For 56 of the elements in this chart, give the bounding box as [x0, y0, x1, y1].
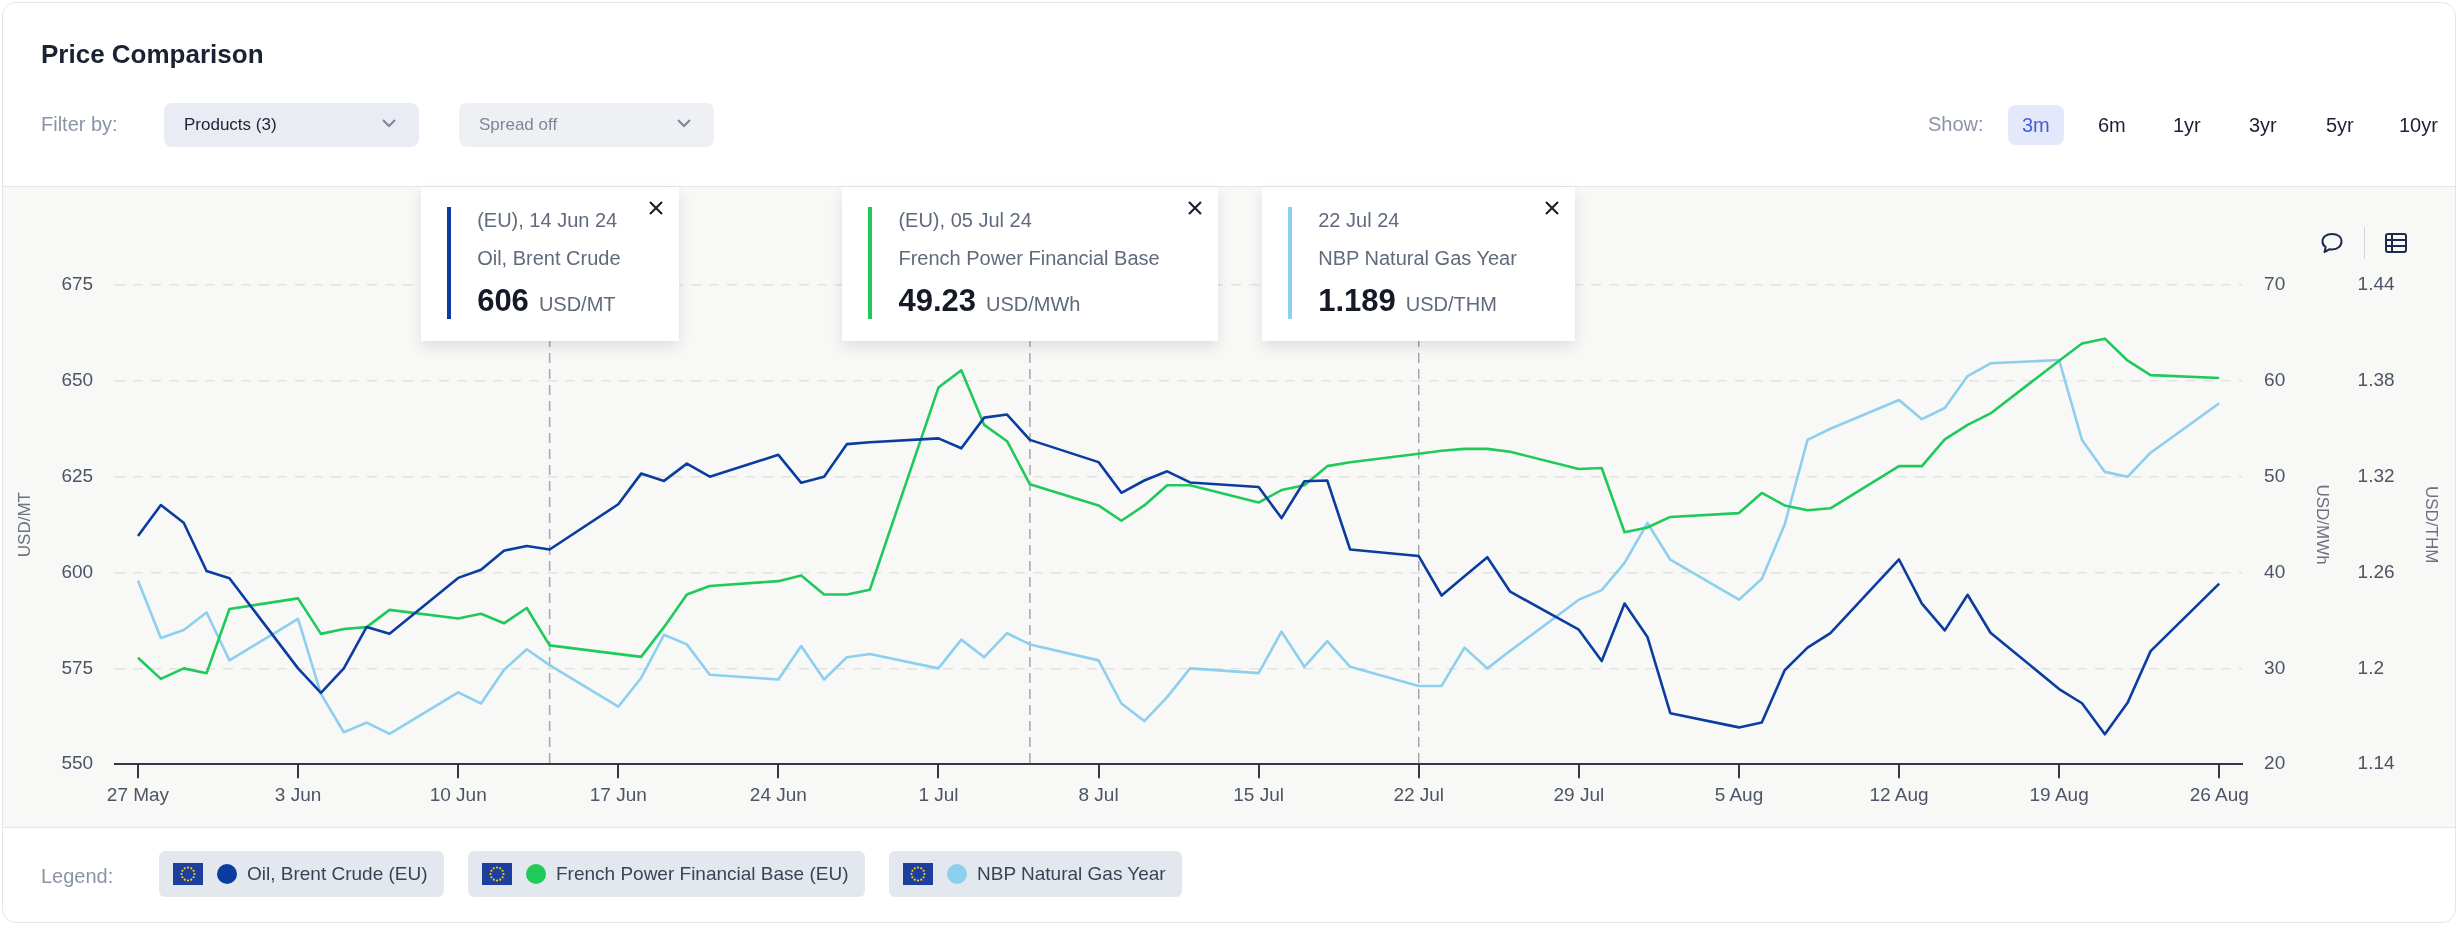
y2-tick-label: 20 [2264, 752, 2286, 774]
ref-line-label: (EU), 05 Jul 24 French Power Financial Base 49.23 USD/MWh [898, 208, 1160, 318]
y3-axis-title: USD/THM [2422, 485, 2442, 564]
y2-axis-title: USD/MWh [2312, 484, 2332, 565]
x-tick-label: 24 Jun [749, 783, 807, 805]
y3-tick-label: 1.14 [2357, 752, 2396, 774]
x-tick-label: 27 May [106, 783, 170, 805]
text: Show: [1928, 113, 1984, 136]
text: 3m [2008, 105, 2064, 145]
x-tick-label: 26 Aug [2189, 783, 2249, 805]
y-tick-label: 600 [61, 560, 94, 582]
y3-tick-label: 1.2 [2357, 656, 2385, 678]
y-axis-title: USD/MT [14, 492, 34, 558]
x-tick-label: 15 Jul [1233, 783, 1284, 805]
y2-tick-label: 60 [2264, 369, 2286, 391]
text: 3yr [2248, 112, 2278, 138]
x-tick-label: 8 Jul [1078, 783, 1119, 805]
x-tick-label: 17 Jun [589, 783, 647, 805]
text: 6m [2097, 112, 2127, 138]
x-tick-label: 12 Aug [1869, 783, 1929, 805]
tooltip-card: (EU), 05 Jul 24 French Power Financial Base 49.23 USD/MWh [842, 187, 1218, 341]
legend-label: Oil, Brent Crude (EU) [247, 863, 428, 885]
y3-tick-label: 1.26 [2357, 560, 2395, 582]
text: Products (3) [184, 115, 277, 135]
text: Legend: [41, 865, 114, 888]
legend-label: French Power Financial Base (EU) [556, 863, 849, 885]
x-tick-label: 22 Jul [1393, 783, 1445, 805]
y-tick-label: 550 [61, 752, 94, 774]
x-tick-label: 1 Jul [918, 783, 959, 805]
legend-label: NBP Natural Gas Year [977, 863, 1166, 885]
tooltip-card: (EU), 14 Jun 24 Oil, Brent Crude 606 USD/MT [421, 187, 679, 341]
y2-tick-label: 50 [2264, 464, 2286, 486]
x-tick-label: 5 Aug [1714, 783, 1764, 805]
y2-tick-label: 40 [2264, 560, 2286, 582]
y-tick-label: 675 [61, 273, 94, 295]
x-tick-label: 3 Jun [274, 783, 322, 805]
ref-line-label: (EU), 14 Jun 24 Oil, Brent Crude 606 USD/MT [477, 208, 621, 318]
y-tick-label: 650 [61, 369, 94, 391]
y3-tick-label: 1.32 [2357, 464, 2395, 486]
text: Filter by: [41, 113, 118, 136]
y2-tick-label: 30 [2264, 656, 2286, 678]
x-tick-label: 19 Aug [2029, 783, 2089, 805]
chart-title: Price Comparison [41, 39, 264, 70]
y-tick-label: 625 [61, 464, 94, 486]
y-tick-label: 575 [61, 656, 94, 678]
y3-tick-label: 1.44 [2357, 273, 2396, 295]
y3-tick-label: 1.38 [2357, 369, 2395, 391]
text: 5yr [2325, 112, 2355, 138]
x-tick-label: 29 Jul [1553, 783, 1605, 805]
y2-tick-label: 70 [2264, 273, 2286, 295]
x-tick-label: 10 Jun [429, 783, 487, 805]
text: 1yr [2172, 112, 2202, 138]
text: Spread off [479, 115, 558, 135]
tooltip-card: 22 Jul 24 NBP Natural Gas Year 1.189 USD/THM [1262, 187, 1575, 341]
ref-line-label: 22 Jul 24 NBP Natural Gas Year 1.189 USD/THM [1318, 208, 1517, 318]
text: 10yr [2398, 112, 2439, 138]
